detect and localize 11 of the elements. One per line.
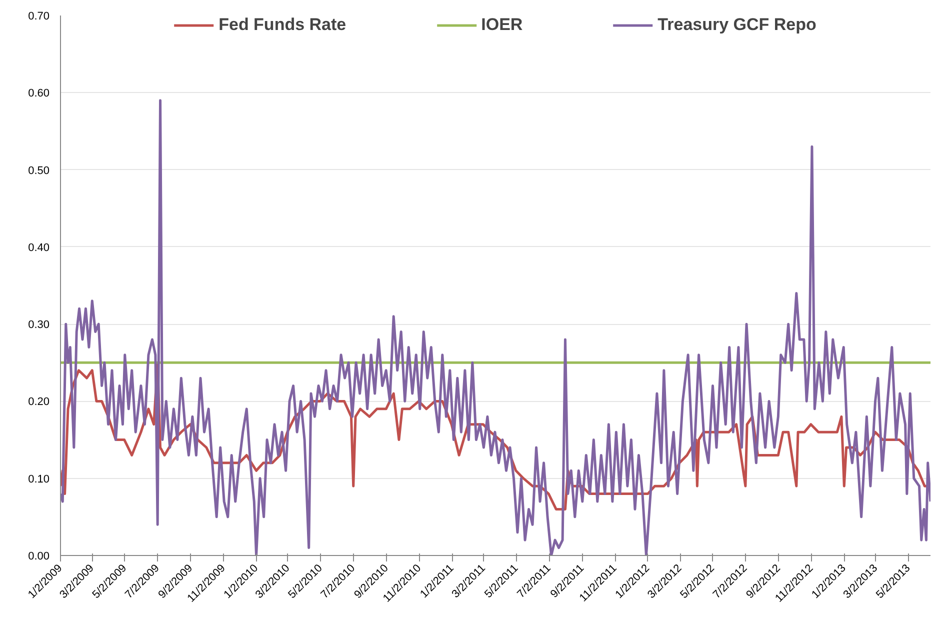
y-tick-label: 0.60 [28, 88, 50, 100]
y-tick-label: 0.30 [28, 319, 50, 332]
y-tick-label: 0.10 [28, 473, 50, 486]
legend-label: IOER [481, 15, 523, 35]
y-tick-label: 0.70 [28, 10, 50, 22]
legend-label: Fed Funds Rate [218, 15, 346, 35]
y-tick-label: 0.20 [28, 396, 50, 408]
y-tick-label: 0.00 [28, 550, 50, 562]
legend-label: Treasury GCF Repo [658, 15, 816, 35]
y-tick-label: 0.50 [28, 164, 50, 177]
y-tick-label: 0.40 [28, 242, 50, 254]
